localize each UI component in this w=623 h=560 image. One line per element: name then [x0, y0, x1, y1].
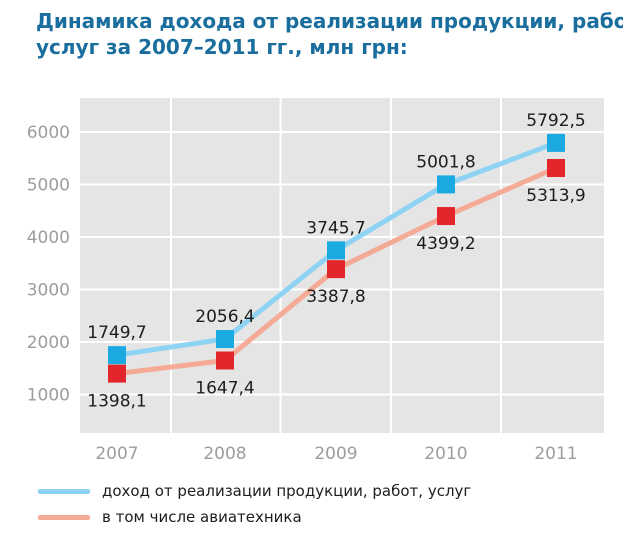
x-tick-label: 2011 — [534, 444, 577, 464]
y-tick-label: 5000 — [27, 176, 70, 196]
series-2-marker — [547, 159, 565, 178]
chart-title-line-1: Динамика дохода от реализации продукции,… — [36, 9, 623, 33]
y-tick-label: 3000 — [27, 281, 70, 301]
legend: доход от реализации продукции, работ, ус… — [38, 478, 618, 530]
series-1-data-label: 5001,8 — [416, 152, 475, 172]
series-1-marker — [216, 330, 234, 349]
series-1-data-label: 5792,5 — [526, 111, 585, 131]
series-2-data-label: 4399,2 — [416, 234, 475, 254]
series-2-marker — [327, 260, 345, 279]
series-2-data-label: 3387,8 — [306, 287, 365, 307]
x-tick-label: 2009 — [314, 444, 357, 464]
data-labels: 1749,7 2056,4 3745,7 5001,8 5792,5 1398,1 1647… — [87, 111, 585, 412]
series-1-marker — [547, 133, 565, 152]
y-tick-label: 2000 — [27, 333, 70, 353]
series-1-data-label: 3745,7 — [306, 218, 365, 238]
y-tick-label: 4000 — [27, 228, 70, 248]
chart-title-line-2: услуг за 2007–2011 гг., млн грн: — [36, 35, 408, 59]
x-tick-label: 2007 — [95, 444, 138, 464]
chart-title: Динамика дохода от реализации продукции,… — [36, 8, 623, 60]
series-2-marker — [108, 364, 126, 383]
legend-item-series-1: доход от реализации продукции, работ, ус… — [38, 478, 618, 504]
series-1-data-label: 1749,7 — [87, 323, 146, 343]
legend-label-series-2: в том числе авиатехника — [102, 508, 302, 526]
series-2-data-label: 5313,9 — [526, 186, 585, 206]
y-tick-label: 1000 — [27, 386, 70, 406]
series-2-marker — [437, 207, 455, 226]
legend-swatch-series-2 — [38, 514, 90, 520]
series-1-data-label: 2056,4 — [195, 307, 254, 327]
x-tick-label: 2010 — [424, 444, 467, 464]
line-chart: 1000 2000 3000 4000 5000 6000 2007 2008 2009 201… — [27, 98, 604, 464]
series-markers — [108, 133, 565, 383]
legend-item-series-2: в том числе авиатехника — [38, 504, 618, 530]
legend-label-series-1: доход от реализации продукции, работ, ус… — [102, 482, 472, 500]
x-tick-label: 2008 — [203, 444, 246, 464]
series-2-marker — [216, 351, 234, 370]
series-2-data-label: 1647,4 — [195, 379, 254, 399]
series-1-marker — [327, 241, 345, 260]
x-axis-tick-labels: 2007 2008 2009 2010 2011 — [95, 444, 577, 464]
y-tick-label: 6000 — [27, 123, 70, 143]
legend-swatch-series-1 — [38, 488, 90, 494]
series-1-marker — [437, 175, 455, 194]
series-1-marker — [108, 346, 126, 365]
y-axis-tick-labels: 1000 2000 3000 4000 5000 6000 — [27, 123, 70, 406]
series-2-data-label: 1398,1 — [87, 392, 146, 412]
